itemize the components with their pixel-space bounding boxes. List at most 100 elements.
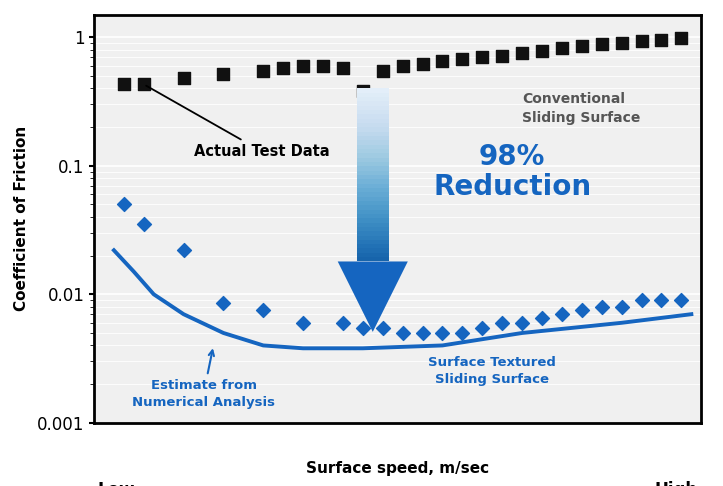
Polygon shape xyxy=(357,209,389,214)
Point xyxy=(516,319,528,327)
Polygon shape xyxy=(357,248,389,253)
Point xyxy=(576,307,588,314)
Point xyxy=(675,35,687,42)
Polygon shape xyxy=(357,196,389,201)
Polygon shape xyxy=(357,110,389,114)
Text: High: High xyxy=(654,482,697,486)
Polygon shape xyxy=(357,201,389,205)
Point xyxy=(596,40,607,48)
Text: Surface Textured
Sliding Surface: Surface Textured Sliding Surface xyxy=(428,356,556,386)
Point xyxy=(636,296,647,304)
Point xyxy=(357,324,369,331)
Point xyxy=(556,44,568,52)
Point xyxy=(536,314,548,322)
Point xyxy=(457,55,469,63)
Polygon shape xyxy=(357,231,389,236)
Polygon shape xyxy=(357,162,389,166)
Point xyxy=(138,221,150,228)
Point xyxy=(377,324,388,331)
Point xyxy=(416,329,428,337)
Point xyxy=(516,50,528,57)
Polygon shape xyxy=(357,145,389,149)
Point xyxy=(357,87,369,95)
Point xyxy=(297,319,309,327)
Polygon shape xyxy=(357,214,389,218)
Polygon shape xyxy=(357,119,389,123)
Text: 98%
Reduction: 98% Reduction xyxy=(433,142,591,201)
Polygon shape xyxy=(357,244,389,248)
Polygon shape xyxy=(357,127,389,132)
Polygon shape xyxy=(357,192,389,196)
Point xyxy=(118,81,129,88)
Point xyxy=(457,329,469,337)
Point xyxy=(397,329,408,337)
Point xyxy=(476,53,488,61)
Polygon shape xyxy=(357,102,389,105)
Polygon shape xyxy=(357,157,389,162)
Point xyxy=(616,303,628,311)
Polygon shape xyxy=(338,261,408,332)
Point xyxy=(178,74,189,82)
Point xyxy=(218,299,229,307)
Point xyxy=(616,39,628,47)
Point xyxy=(536,47,548,55)
Text: Surface speed, m/sec: Surface speed, m/sec xyxy=(306,461,489,476)
Point xyxy=(278,64,289,71)
Point xyxy=(138,81,150,88)
Point xyxy=(437,57,448,65)
Point xyxy=(397,62,408,69)
Polygon shape xyxy=(357,123,389,127)
Polygon shape xyxy=(357,179,389,184)
Polygon shape xyxy=(357,175,389,179)
Point xyxy=(656,296,667,304)
Point xyxy=(118,201,129,208)
Text: Actual Test Data: Actual Test Data xyxy=(146,86,329,158)
Polygon shape xyxy=(357,166,389,171)
Point xyxy=(337,64,348,71)
Polygon shape xyxy=(357,149,389,153)
Point xyxy=(497,319,508,327)
Polygon shape xyxy=(357,205,389,209)
Polygon shape xyxy=(357,140,389,145)
Point xyxy=(178,246,189,254)
Polygon shape xyxy=(357,136,389,140)
Text: Low: Low xyxy=(98,482,135,486)
Polygon shape xyxy=(357,240,389,244)
Polygon shape xyxy=(357,93,389,97)
Point xyxy=(257,67,269,74)
Y-axis label: Coefficient of Friction: Coefficient of Friction xyxy=(14,126,29,312)
Polygon shape xyxy=(357,227,389,231)
Point xyxy=(656,36,667,44)
Polygon shape xyxy=(357,153,389,157)
Point xyxy=(596,303,607,311)
Point xyxy=(476,324,488,331)
Polygon shape xyxy=(357,236,389,240)
Point xyxy=(437,329,448,337)
Polygon shape xyxy=(357,223,389,227)
Polygon shape xyxy=(357,88,389,93)
Polygon shape xyxy=(357,171,389,175)
Polygon shape xyxy=(357,253,389,257)
Point xyxy=(297,62,309,69)
Polygon shape xyxy=(357,188,389,192)
Point xyxy=(257,307,269,314)
Polygon shape xyxy=(357,132,389,136)
Text: Conventional
Sliding Surface: Conventional Sliding Surface xyxy=(522,91,641,125)
Point xyxy=(317,62,329,69)
Point xyxy=(218,70,229,78)
Point xyxy=(675,296,687,304)
Polygon shape xyxy=(357,97,389,102)
Point xyxy=(636,37,647,45)
Text: Estimate from
Numerical Analysis: Estimate from Numerical Analysis xyxy=(132,350,275,409)
Polygon shape xyxy=(357,218,389,223)
Point xyxy=(416,60,428,68)
Polygon shape xyxy=(357,114,389,119)
Point xyxy=(337,319,348,327)
Point xyxy=(377,67,388,74)
Polygon shape xyxy=(357,105,389,110)
Point xyxy=(576,42,588,50)
Polygon shape xyxy=(357,184,389,188)
Polygon shape xyxy=(357,257,389,261)
Point xyxy=(556,310,568,318)
Point xyxy=(497,52,508,59)
